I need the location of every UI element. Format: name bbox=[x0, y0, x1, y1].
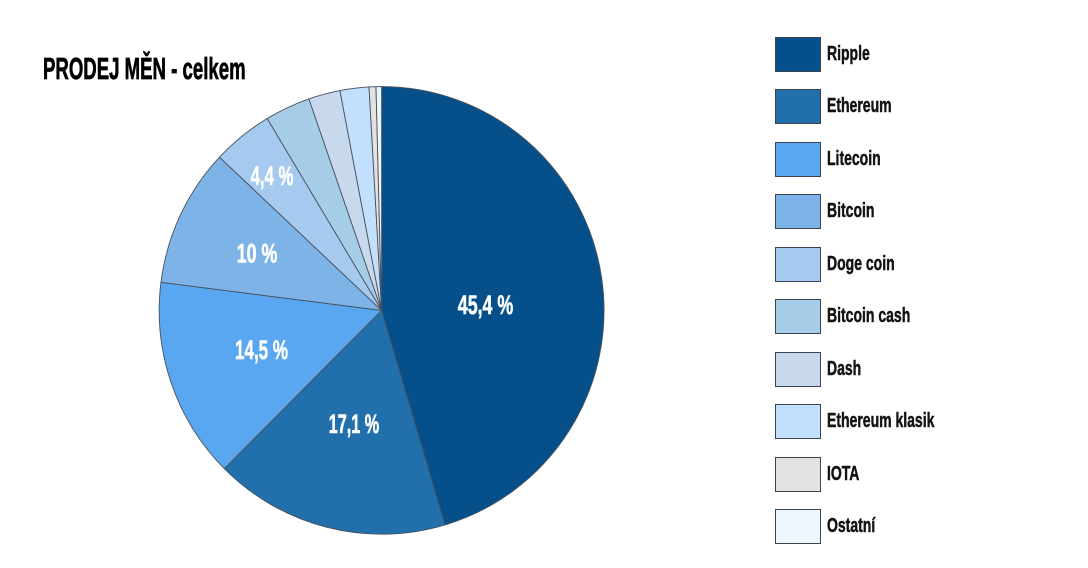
svg-text:4,4 %: 4,4 % bbox=[251, 161, 294, 191]
svg-text:45,4 %: 45,4 % bbox=[458, 289, 513, 320]
svg-text:17,1 %: 17,1 % bbox=[329, 409, 380, 439]
svg-text:14,5 %: 14,5 % bbox=[235, 335, 288, 365]
svg-text:10 %: 10 % bbox=[237, 238, 278, 269]
